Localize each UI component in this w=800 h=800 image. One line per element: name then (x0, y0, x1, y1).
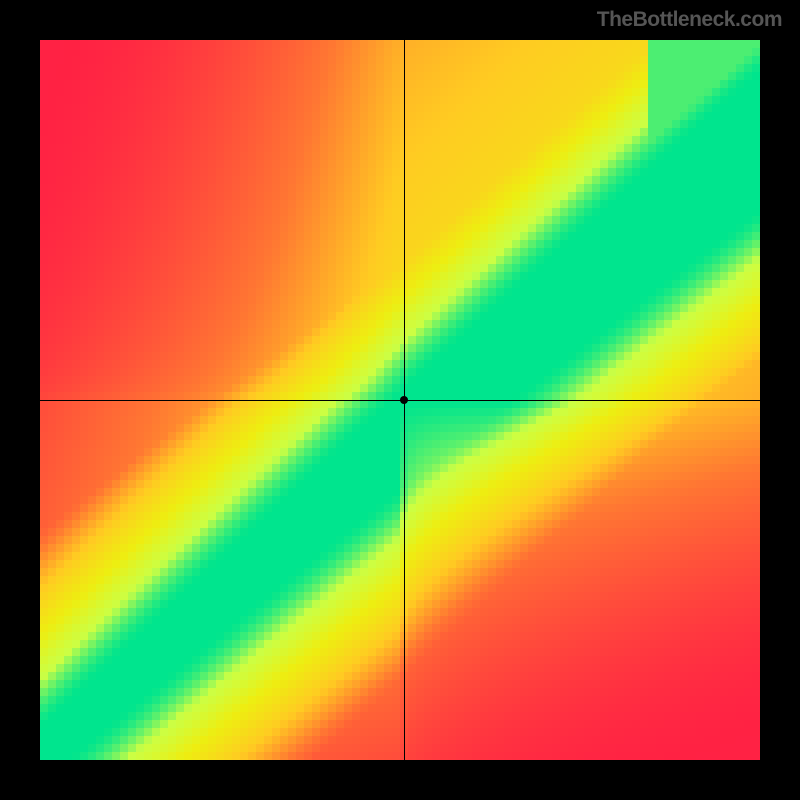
plot-area (40, 40, 760, 760)
selection-marker[interactable] (400, 396, 408, 404)
watermark-text: TheBottleneck.com (597, 8, 782, 32)
